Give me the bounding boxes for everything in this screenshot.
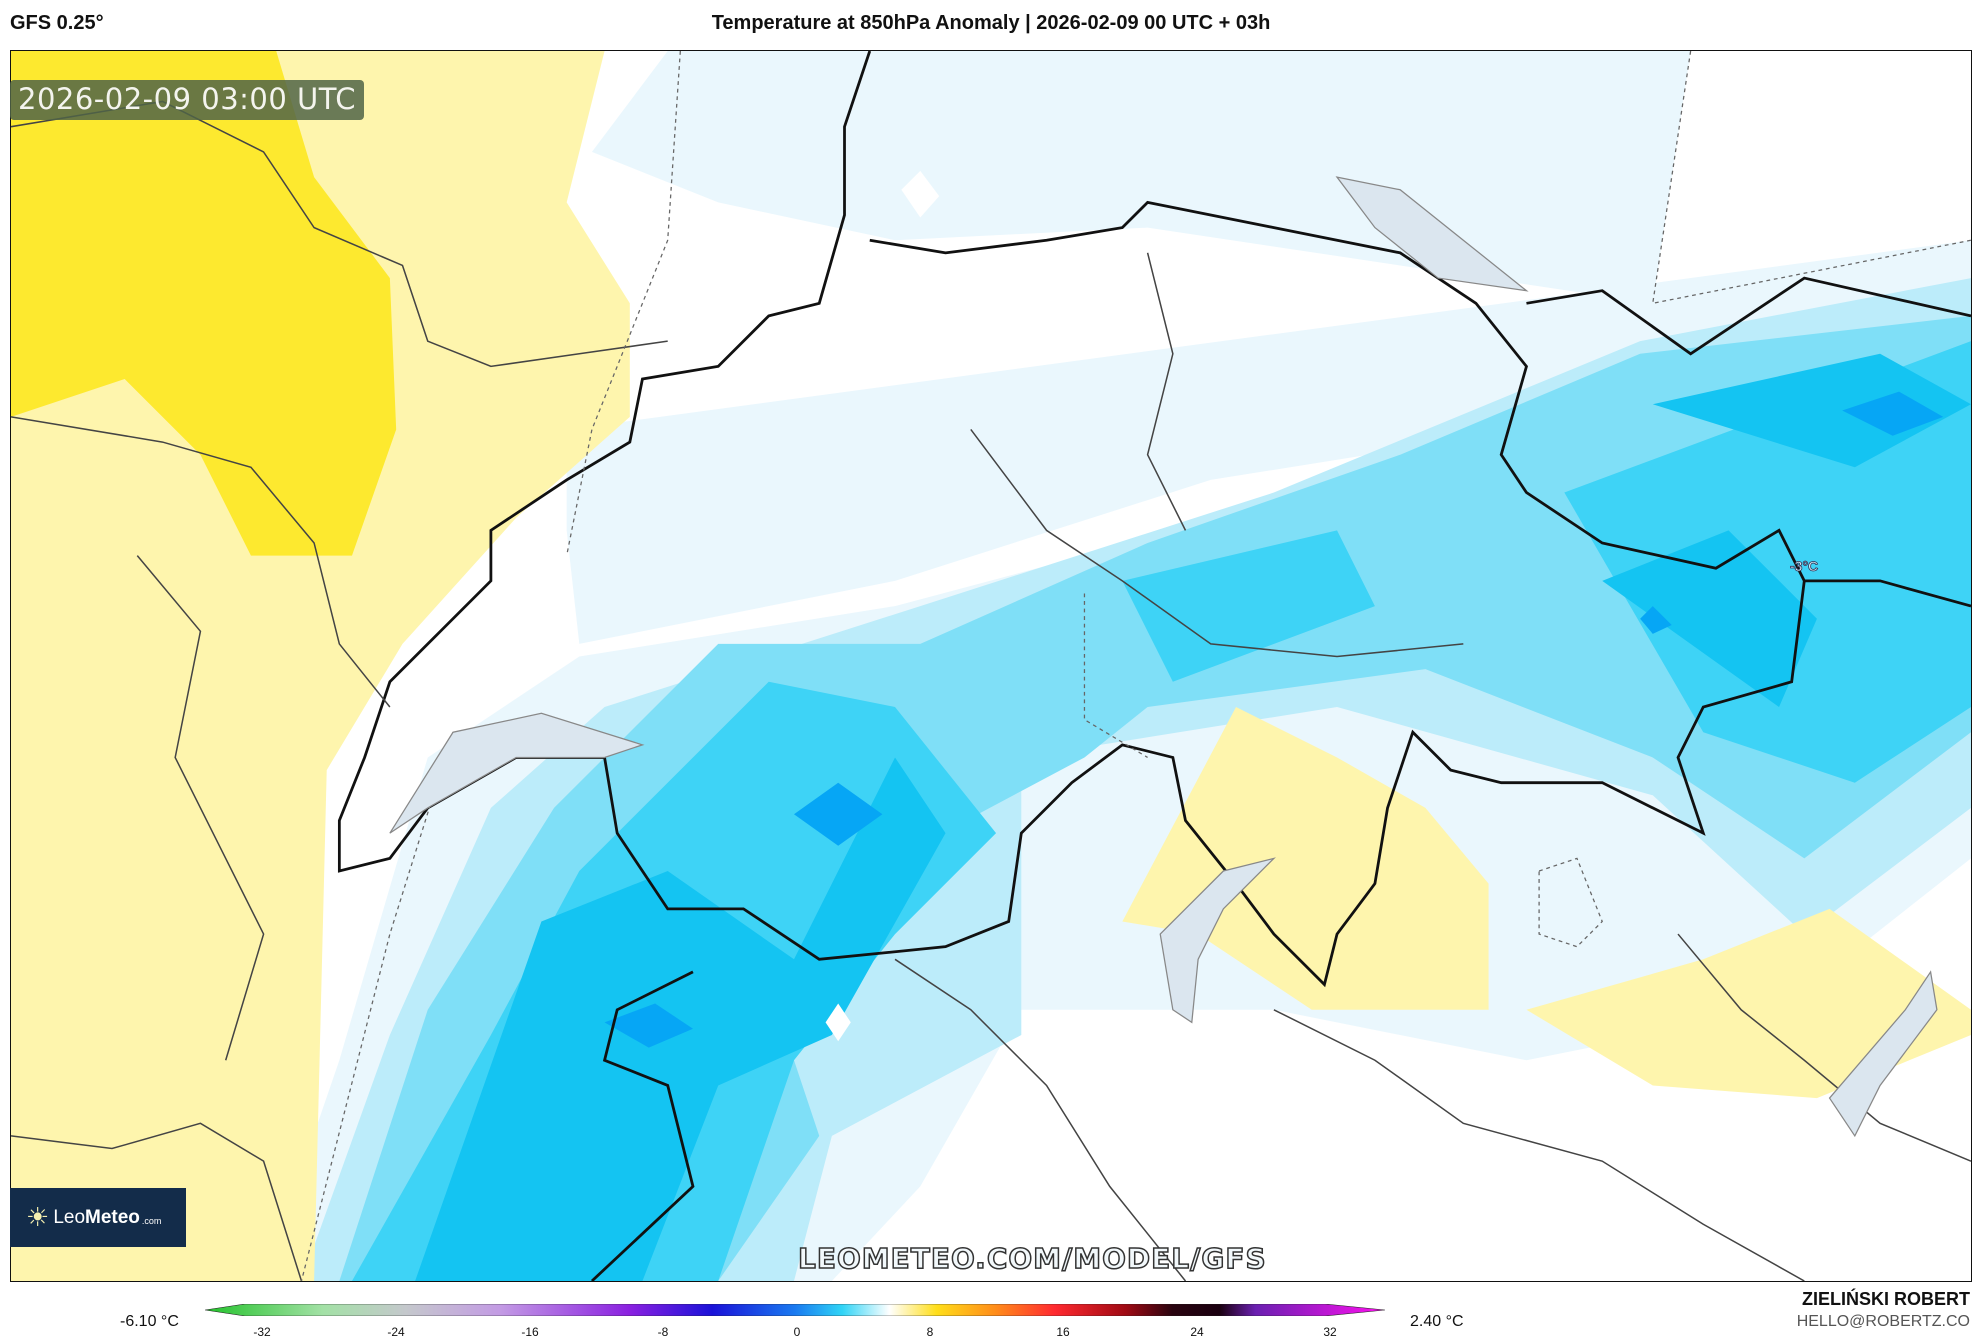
colorbar-min-value: -6.10 °C	[120, 1313, 179, 1330]
sun-icon: ☀	[26, 1202, 50, 1232]
colorbar-tick: -24	[387, 1325, 405, 1339]
contour-label: -3°C	[1790, 558, 1819, 575]
colorbar-tick: -16	[521, 1325, 539, 1339]
colorbar-tick: 24	[1190, 1325, 1204, 1339]
colorbar-tick: 8	[926, 1325, 934, 1339]
leometeo-logo[interactable]: ☀ Leo Meteo .com	[10, 1188, 186, 1247]
colorbar-tick: 32	[1323, 1325, 1337, 1339]
author-email[interactable]: HELLO@ROBERTZ.CO	[1796, 1313, 1970, 1330]
chart-title: Temperature at 850hPa Anomaly | 2026-02-…	[711, 12, 1271, 34]
colorbar-tick: -8	[657, 1325, 669, 1339]
logo-leo: Leo	[53, 1206, 86, 1228]
watermark-url: LEOMETEO.COM/MODEL/GFS	[797, 1241, 1267, 1276]
colorbar-tick: 0	[793, 1325, 801, 1339]
anomaly-field	[11, 51, 1971, 1281]
logo-meteo: Meteo	[85, 1206, 140, 1228]
valid-time-label: 2026-02-09 03:00 UTC	[10, 80, 365, 120]
author-name: ZIELIŃSKI ROBERT	[1801, 1289, 1970, 1309]
colorbar-tick: -32	[253, 1325, 271, 1339]
logo-com: .com	[141, 1215, 162, 1226]
weather-map[interactable]	[10, 50, 1972, 1282]
model-name: GFS 0.25°	[10, 12, 104, 34]
colorbar-max-value: 2.40 °C	[1410, 1313, 1464, 1330]
colorbar-tick: 16	[1056, 1325, 1070, 1339]
colorbar	[205, 1304, 1385, 1316]
